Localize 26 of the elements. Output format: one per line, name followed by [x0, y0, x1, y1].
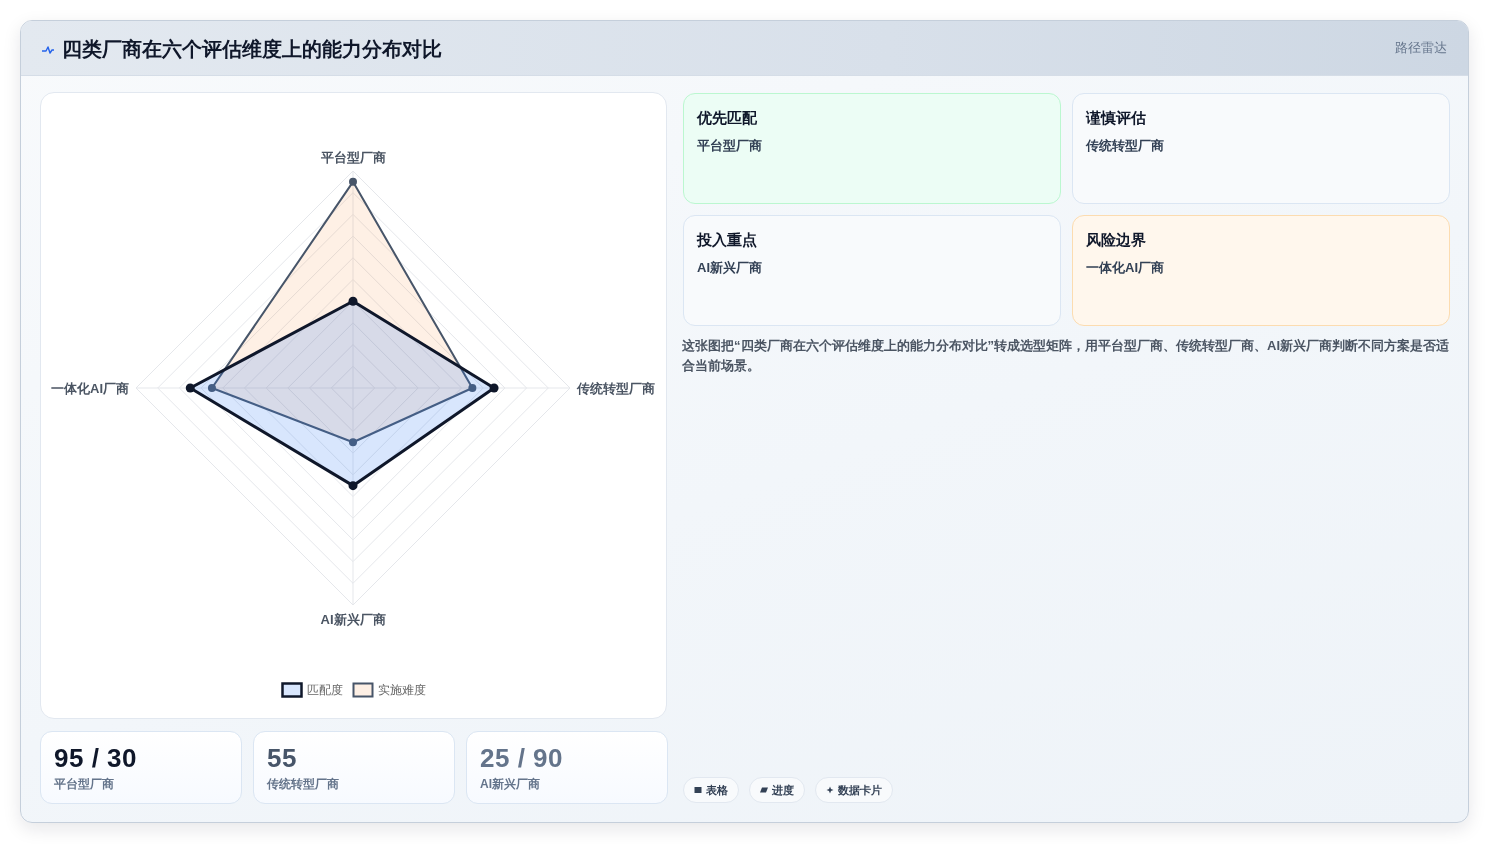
text: AI新兴厂商 — [480, 776, 540, 792]
text: 谨慎评估 — [1086, 108, 1146, 128]
text: 55 — [267, 742, 297, 775]
text: 平台型厂商 — [54, 776, 114, 792]
spoke-label: 传统转型厂商 — [576, 380, 655, 396]
text: 进度 — [772, 782, 794, 798]
spoke-label: AI新兴厂商 — [320, 611, 386, 627]
text: 优先匹配 — [697, 108, 757, 128]
text: 这张图把“四类厂商在六个评估维度上的能力分布对比”转成选型矩阵，用平台型厂商、传统转型厂商、AI新兴厂商判断不同方案是否适合当前场景。 — [682, 337, 1450, 375]
text: 路径雷达 — [1394, 39, 1447, 57]
text: AI新兴厂商 — [697, 259, 762, 277]
legend-label: 匹配度 — [306, 683, 343, 697]
text: 一体化AI厂商 — [1086, 259, 1164, 277]
spoke-label: 一体化AI厂商 — [51, 380, 129, 396]
text: 风险边界 — [1086, 230, 1146, 250]
chart-title: 四类厂商在六个评估维度上的能力分布对比 — [62, 37, 442, 62]
legend-label: 实施难度 — [377, 683, 426, 697]
text: 平台型厂商 — [697, 137, 762, 155]
text: 投入重点 — [697, 230, 757, 250]
text: 表格 — [706, 782, 728, 798]
text: 数据卡片 — [838, 782, 882, 798]
text: 25 / 90 — [480, 742, 564, 775]
text: 传统转型厂商 — [1086, 137, 1164, 155]
spoke-label: 平台型厂商 — [319, 149, 386, 165]
text: 95 / 30 — [54, 742, 138, 775]
text: 传统转型厂商 — [267, 776, 339, 792]
